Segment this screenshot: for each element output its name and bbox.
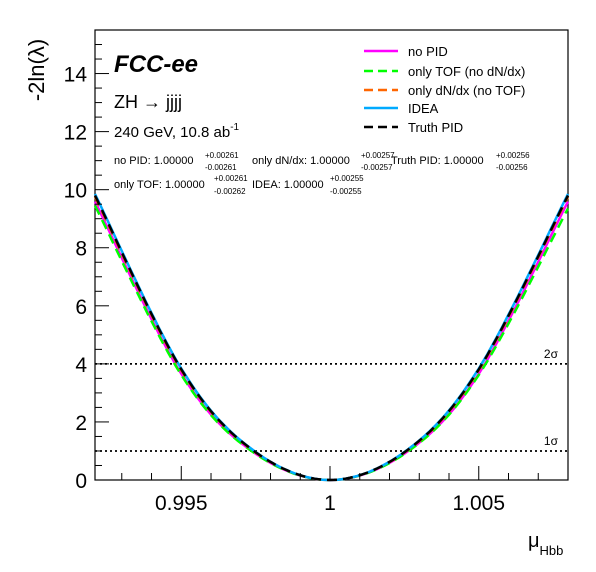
legend-entry-idea: IDEA	[364, 101, 439, 116]
svg-text:-0.00262: -0.00262	[214, 187, 246, 196]
svg-text:+0.00256: +0.00256	[496, 151, 530, 160]
svg-text:-0.00255: -0.00255	[330, 187, 362, 196]
y-tick-label: 10	[64, 180, 87, 203]
y-axis-title: -2ln(λ)	[24, 39, 49, 101]
svg-text:+0.00255: +0.00255	[330, 174, 364, 183]
result-only-dndx: only dN/dx: 1.00000 +0.00257 -0.00257	[252, 151, 395, 172]
legend-entry-no-pid: no PID	[364, 44, 448, 59]
svg-text:+0.00261: +0.00261	[214, 174, 248, 183]
svg-text:IDEA: 1.00000: IDEA: 1.00000	[252, 179, 324, 191]
result-no-pid: no PID: 1.00000 +0.00261 -0.00261	[114, 151, 239, 172]
svg-text:-0.00256: -0.00256	[496, 163, 528, 172]
y-tick-label: 14	[64, 64, 88, 87]
svg-text:IDEA: IDEA	[408, 101, 439, 116]
svg-text:Truth PID: 1.00000: Truth PID: 1.00000	[391, 155, 484, 167]
x-axis-title: μHbb	[528, 530, 563, 558]
svg-text:no PID: 1.00000: no PID: 1.00000	[114, 155, 194, 167]
x-tick-label: 1	[324, 492, 336, 515]
y-tick-label: 4	[75, 354, 87, 377]
y-tick-label: 8	[75, 238, 87, 261]
y-tick-label: 0	[75, 470, 87, 493]
experiment-label: FCC-ee	[114, 51, 198, 78]
svg-text:+0.00261: +0.00261	[205, 151, 239, 160]
x-axis-title-main: μ	[528, 530, 540, 552]
y-tick-label: 2	[75, 412, 87, 435]
reference-line-label: 1σ	[544, 434, 559, 448]
conditions-label: 240 GeV, 10.8 ab-1	[114, 122, 240, 141]
y-tick-label: 12	[64, 122, 87, 145]
y-tick-label: 6	[75, 296, 87, 319]
svg-text:+0.00257: +0.00257	[361, 151, 395, 160]
svg-text:-0.00261: -0.00261	[205, 163, 237, 172]
svg-text:Truth PID: Truth PID	[408, 120, 463, 135]
x-tick-label: 0.995	[155, 492, 208, 515]
x-axis-title-sub: Hbb	[540, 543, 564, 558]
result-idea: IDEA: 1.00000 +0.00255 -0.00255	[252, 174, 364, 196]
svg-text:only dN/dx: 1.00000: only dN/dx: 1.00000	[252, 155, 350, 167]
conditions-text: 240 GeV, 10.8 ab	[114, 124, 230, 141]
svg-text:only TOF: 1.00000: only TOF: 1.00000	[114, 179, 205, 191]
svg-text:-0.00257: -0.00257	[361, 163, 393, 172]
svg-text:no PID: no PID	[408, 44, 448, 59]
x-tick-label: 1.005	[452, 492, 505, 515]
legend: no PID only TOF (no dN/dx) only dN/dx (n…	[364, 44, 525, 135]
legend-entry-only-dndx: only dN/dx (no TOF)	[364, 83, 525, 98]
reference-line-label: 2σ	[544, 347, 559, 361]
series-line-truth-pid	[93, 194, 570, 482]
svg-text:only dN/dx (no TOF): only dN/dx (no TOF)	[408, 83, 525, 98]
result-truth-pid: Truth PID: 1.00000 +0.00256 -0.00256	[391, 151, 530, 172]
conditions-sup: -1	[230, 122, 239, 133]
legend-entry-truth-pid: Truth PID	[364, 120, 463, 135]
process-label: ZH → jjjj	[114, 92, 182, 112]
svg-text:only TOF (no dN/dx): only TOF (no dN/dx)	[408, 64, 525, 79]
result-only-tof: only TOF: 1.00000 +0.00261 -0.00262	[114, 174, 248, 196]
series-line-only-tof-no-dn-dx	[93, 205, 570, 482]
legend-entry-only-tof: only TOF (no dN/dx)	[364, 64, 525, 79]
